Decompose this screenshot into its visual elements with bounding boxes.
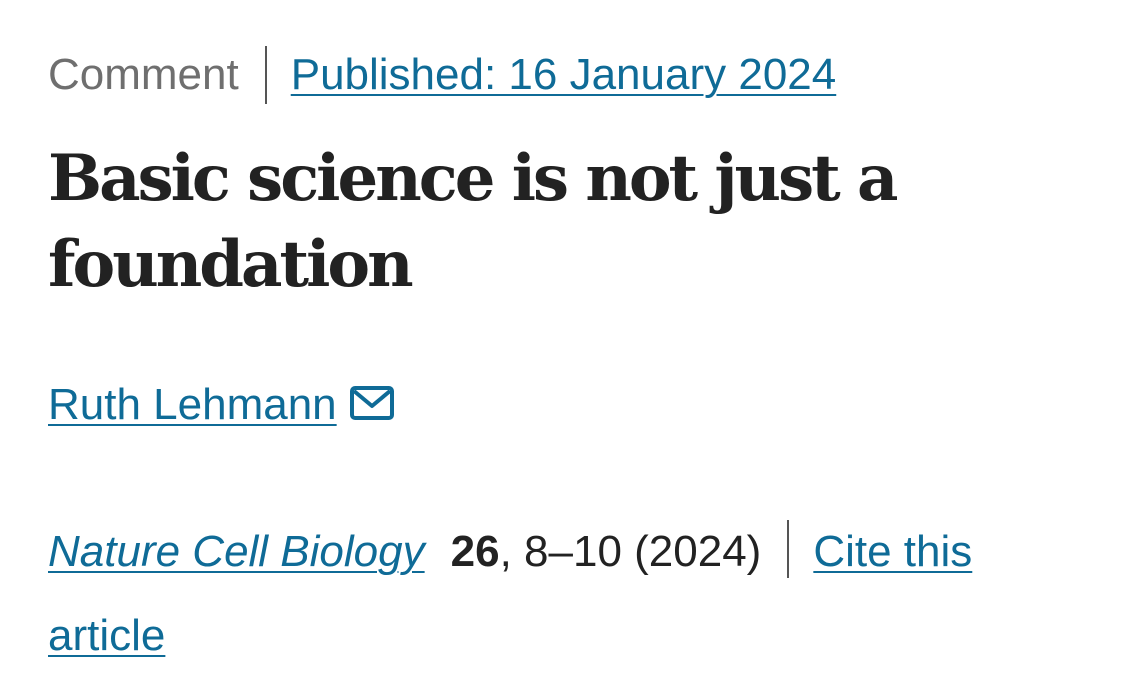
author-list: Ruth Lehmann <box>48 374 395 436</box>
article-meta-row: Comment Published: 16 January 2024 <box>48 44 836 106</box>
volume-number: 26 <box>450 527 500 576</box>
author-link[interactable]: Ruth Lehmann <box>48 380 337 429</box>
article-type-label: Comment <box>48 50 239 99</box>
article-title: Basic science is not just a foundation <box>48 141 898 302</box>
citation-line: Nature Cell Biology 26, 8–10 (2024) Cite t… <box>48 510 1088 678</box>
meta-divider <box>264 46 267 104</box>
published-date-link[interactable]: Published: 16 January 2024 <box>290 50 837 99</box>
mail-icon[interactable] <box>349 376 395 420</box>
citation-divider <box>787 520 790 578</box>
journal-link[interactable]: Nature Cell Biology <box>48 527 425 576</box>
pages-year: , 8–10 (2024) <box>499 527 762 576</box>
cite-this-article-link[interactable]: Cite this article <box>48 527 973 660</box>
